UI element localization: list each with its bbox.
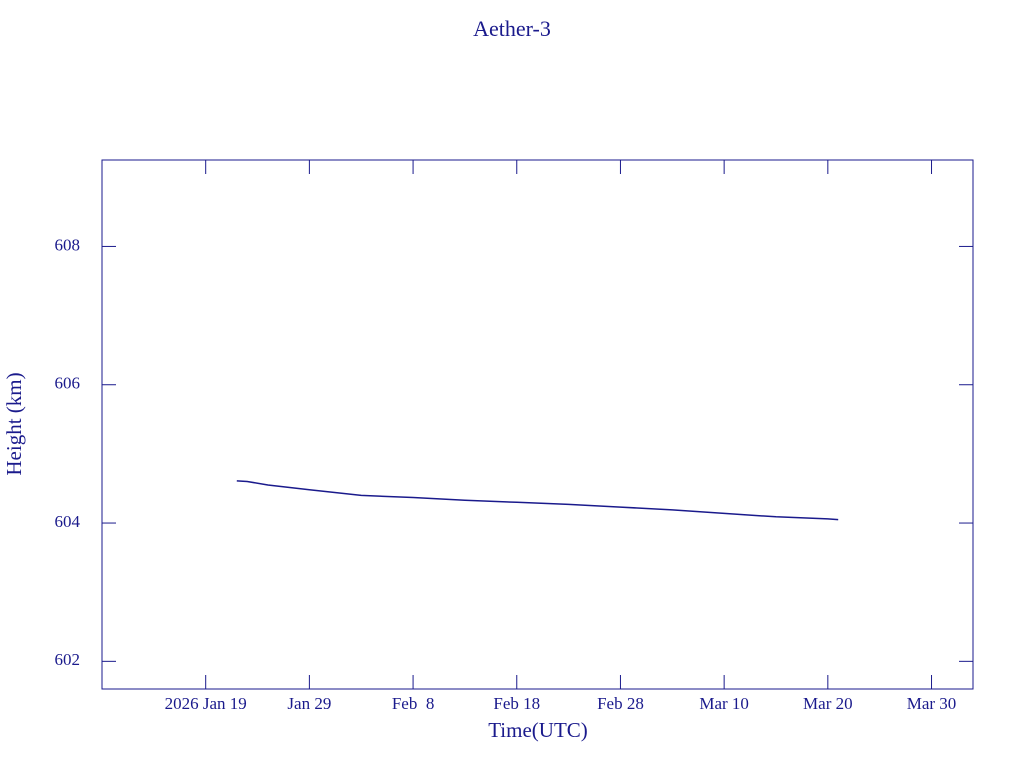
y-tick-label: 608 <box>55 235 81 254</box>
x-tick-label: 2026 Jan 19 <box>165 694 247 713</box>
x-tick-label: Mar 10 <box>699 694 749 713</box>
y-tick-label: 604 <box>55 512 81 531</box>
x-tick-label: Feb 28 <box>597 694 644 713</box>
data-line <box>236 480 839 521</box>
y-axis-label: Height (km) <box>2 372 26 475</box>
chart-title: Aether-3 <box>473 16 551 41</box>
plot-frame <box>101 159 974 690</box>
x-tick-label: Mar 20 <box>803 694 853 713</box>
y-tick-label: 606 <box>55 374 81 393</box>
x-tick-label: Jan 29 <box>287 694 331 713</box>
x-tick-label: Mar 30 <box>907 694 957 713</box>
x-tick-label: Feb 8 <box>392 694 435 713</box>
y-tick-label: 602 <box>55 650 81 669</box>
x-tick-label: Feb 18 <box>493 694 540 713</box>
x-axis-label: Time(UTC) <box>488 718 588 742</box>
